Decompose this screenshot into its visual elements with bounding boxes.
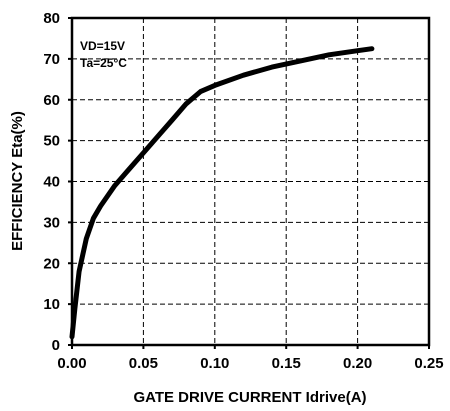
annotation-vd: VD=15V — [80, 39, 125, 53]
x-tick-label: 0.20 — [343, 355, 372, 372]
x-axis-title: GATE DRIVE CURRENT Idrive(A) — [133, 389, 366, 406]
efficiency-curve — [69, 46, 375, 340]
grid-lines — [72, 18, 429, 345]
y-tick-label: 0 — [52, 337, 60, 354]
y-axis-title: EFFICIENCY Eta(%) — [9, 111, 26, 251]
y-tick-label: 20 — [43, 255, 60, 272]
y-tick-label: 30 — [43, 214, 60, 231]
x-tick-label: 0.10 — [200, 355, 229, 372]
x-tick-label: 0.05 — [129, 355, 158, 372]
x-tick-labels: 0.00 0.05 0.10 0.15 0.20 0.25 — [57, 355, 443, 372]
annotation-ta: Ta=25°C — [80, 56, 127, 70]
y-tick-labels: 0 10 20 30 40 50 60 70 80 — [43, 10, 60, 354]
y-tick-label: 40 — [43, 174, 60, 191]
y-tick-label: 10 — [43, 296, 60, 313]
x-tick-label: 0.15 — [272, 355, 301, 372]
y-tick-label: 70 — [43, 51, 60, 68]
x-tick-label: 0.25 — [414, 355, 443, 372]
x-tick-label: 0.00 — [57, 355, 86, 372]
y-tick-label: 60 — [43, 92, 60, 109]
tick-marks — [68, 17, 430, 349]
y-tick-label: 80 — [43, 10, 60, 27]
y-tick-label: 50 — [43, 133, 60, 150]
